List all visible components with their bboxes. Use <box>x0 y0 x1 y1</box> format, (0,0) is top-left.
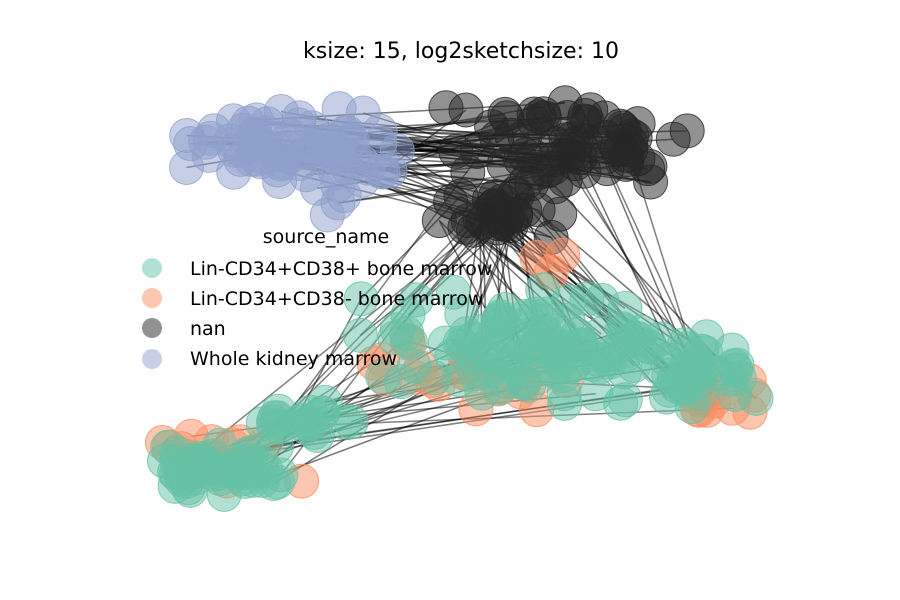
legend-label-whole-kidney-marrow: Whole kidney marrow <box>190 348 397 370</box>
node-lin-cd34-cd38-plus <box>469 340 504 376</box>
node-lin-cd34-cd38-plus <box>482 299 518 335</box>
node-nan <box>421 203 457 239</box>
node-nan <box>498 196 534 232</box>
legend-entry-lin-cd34-cd38-minus: Lin-CD34+CD38- bone marrow <box>142 288 483 310</box>
legend-label-nan: nan <box>190 318 226 340</box>
node-nan <box>542 196 578 232</box>
node-lin-cd34-cd38-plus <box>343 281 379 317</box>
node-lin-cd34-cd38-plus <box>396 348 432 384</box>
legend-title: source_name <box>263 226 389 248</box>
node-lin-cd34-cd38-plus <box>515 299 550 335</box>
node-whole-kidney-marrow <box>249 115 285 151</box>
node-lin-cd34-cd38-plus <box>552 330 587 366</box>
node-lin-cd34-cd38-plus <box>518 330 554 366</box>
node-lin-cd34-cd38-minus <box>519 239 555 275</box>
node-lin-cd34-cd38-plus <box>623 314 659 350</box>
nodes-layer <box>144 85 774 512</box>
node-whole-kidney-marrow <box>169 150 204 185</box>
legend-marker-lin-cd34-cd38-minus <box>142 288 162 308</box>
node-lin-cd34-cd38-plus <box>181 440 217 476</box>
node-whole-kidney-marrow <box>334 123 370 159</box>
node-lin-cd34-cd38-plus <box>738 380 774 416</box>
node-whole-kidney-marrow <box>379 133 415 169</box>
node-nan <box>487 96 523 132</box>
node-lin-cd34-cd38-plus <box>667 372 703 408</box>
node-lin-cd34-cd38-plus <box>365 359 401 395</box>
legend-label-lin-cd34-cd38-plus: Lin-CD34+CD38+ bone marrow <box>190 258 492 280</box>
node-nan <box>526 100 562 136</box>
node-lin-cd34-cd38-plus <box>227 463 263 499</box>
legend-entry-nan: nan <box>142 318 226 340</box>
node-lin-cd34-cd38-plus <box>379 312 415 348</box>
node-lin-cd34-cd38-plus <box>245 406 281 442</box>
legend-marker-whole-kidney-marrow <box>142 349 162 369</box>
node-lin-cd34-cd38-plus <box>569 281 605 317</box>
legend-marker-lin-cd34-cd38-plus <box>142 258 162 278</box>
node-nan <box>613 132 649 168</box>
legend-label-lin-cd34-cd38-minus: Lin-CD34+CD38- bone marrow <box>190 288 483 310</box>
node-whole-kidney-marrow <box>320 185 356 221</box>
node-lin-cd34-cd38-plus <box>712 362 748 397</box>
node-lin-cd34-cd38-plus <box>342 317 378 353</box>
node-nan <box>465 205 501 240</box>
legend-marker-nan <box>142 318 162 338</box>
legend-entry-whole-kidney-marrow: Whole kidney marrow <box>142 348 397 370</box>
node-nan <box>655 121 691 157</box>
node-nan <box>448 92 484 128</box>
node-lin-cd34-cd38-plus <box>292 406 328 442</box>
node-whole-kidney-marrow <box>196 113 232 149</box>
node-nan <box>443 178 479 214</box>
legend: source_name Lin-CD34+CD38+ bone marrow L… <box>142 226 492 370</box>
node-nan <box>551 137 587 173</box>
legend-entry-lin-cd34-cd38-plus: Lin-CD34+CD38+ bone marrow <box>142 258 492 280</box>
node-whole-kidney-marrow <box>281 100 317 136</box>
node-lin-cd34-cd38-plus <box>333 404 369 440</box>
figure-title: ksize: 15, log2sketchsize: 10 <box>303 39 619 64</box>
